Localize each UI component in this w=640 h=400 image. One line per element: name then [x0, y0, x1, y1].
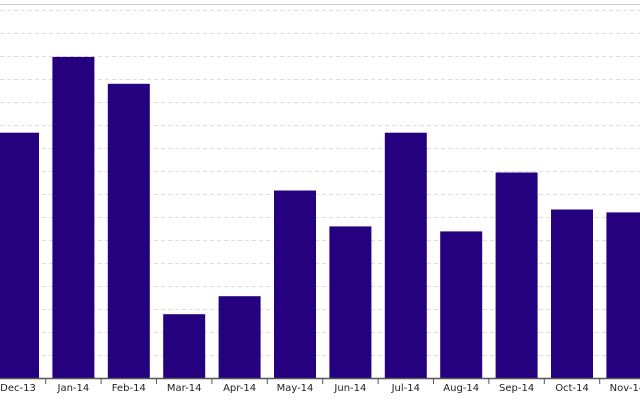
x-axis — [0, 377, 640, 384]
bar-may-14 — [274, 190, 316, 378]
x-tick-label: Jan-14 — [57, 383, 90, 394]
x-tick-label: Feb-14 — [112, 383, 146, 394]
x-tick-label: Oct-14 — [555, 383, 589, 394]
x-tick-label: Apr-14 — [223, 383, 256, 394]
x-tick-label: Sep-14 — [499, 383, 534, 394]
x-tick-label: May-14 — [277, 383, 314, 394]
bar-apr-14 — [218, 296, 261, 378]
x-tick-label: Jun-14 — [333, 383, 366, 394]
x-tick-labels: Dec-13 Jan-14 Feb-14 Mar-14 Apr-14 May-14 Jun-… — [0, 383, 640, 394]
bar-jul-14 — [384, 132, 427, 378]
x-tick-label: Aug-14 — [443, 383, 479, 394]
x-tick-label: Mar-14 — [167, 383, 202, 394]
x-tick-label: Nov-14 — [610, 383, 640, 394]
bar-jan-14 — [52, 56, 95, 379]
bar-sep-14 — [495, 172, 538, 378]
bar-aug-14 — [440, 231, 483, 378]
bar-feb-14 — [107, 83, 150, 379]
grid-lines — [0, 10, 640, 356]
bar-dec-13 — [0, 132, 39, 378]
bar-nov-14 — [606, 212, 640, 378]
bar-oct-14 — [551, 209, 593, 378]
bar-mar-14 — [163, 314, 206, 378]
x-tick-label: Jul-14 — [391, 383, 420, 394]
x-tick-label: Dec-13 — [0, 383, 36, 394]
bar-jun-14 — [329, 226, 372, 378]
bars — [0, 56, 640, 379]
